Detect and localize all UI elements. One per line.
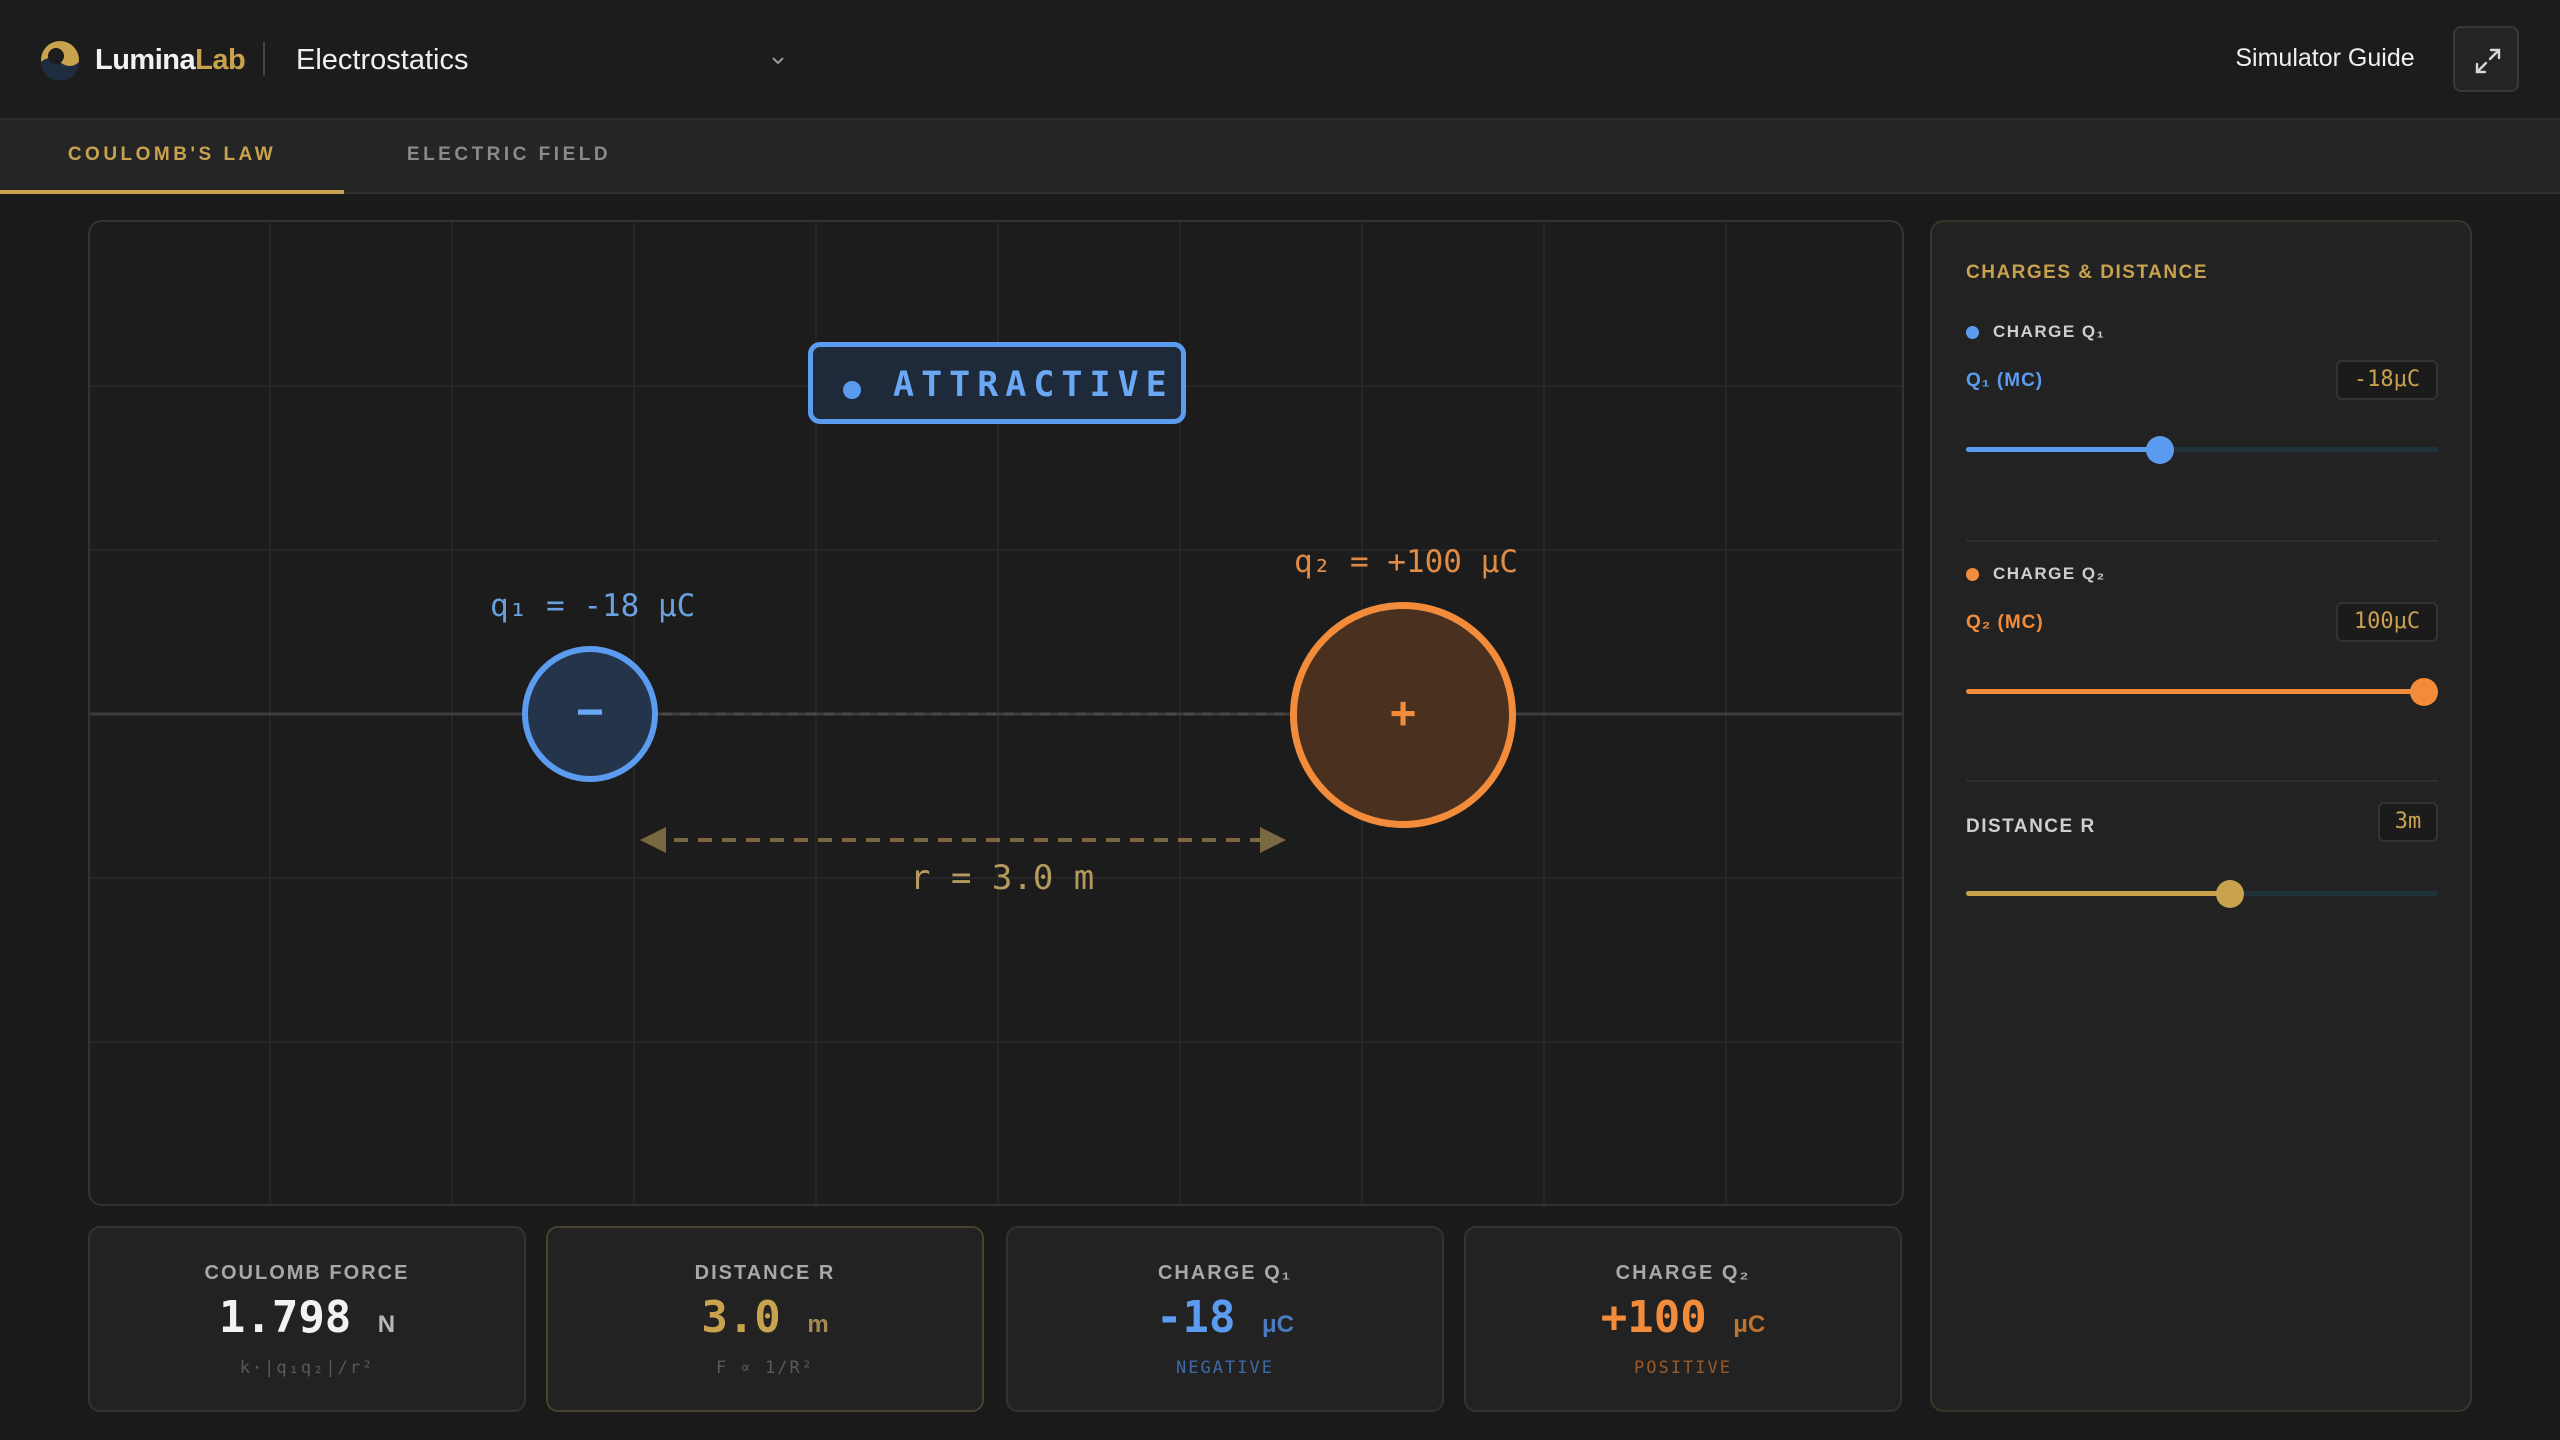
card-subtitle: POSITIVE <box>1634 1358 1732 1378</box>
simulation-canvas[interactable]: ATTRACTIVE q₁ = -18 μC q₂ = +100 μC − + … <box>88 220 1904 1206</box>
brand-name[interactable]: LuminaLab <box>95 44 246 76</box>
q2-section-heading: CHARGE Q₂ <box>1966 564 2106 584</box>
q2-dot <box>1966 568 1979 582</box>
distance-slider[interactable] <box>1966 878 2438 908</box>
card-title: CHARGE Q₁ <box>1157 1262 1293 1284</box>
fullscreen-button[interactable] <box>2453 26 2519 92</box>
card-subtitle: F ∝ 1/R² <box>716 1358 814 1378</box>
badge-text: ATTRACTIVE <box>893 365 1174 405</box>
q1-slider[interactable] <box>1966 434 2438 464</box>
q1-section-heading: CHARGE Q₁ <box>1966 322 2105 342</box>
charge-q2-card: CHARGE Q₂ +100 μC POSITIVE <box>1464 1226 1902 1412</box>
q2-slider[interactable] <box>1966 676 2438 706</box>
charge-q1-card: CHARGE Q₁ -18 μC NEGATIVE <box>1006 1226 1444 1412</box>
charge-q1[interactable]: − <box>522 646 658 782</box>
interaction-badge: ATTRACTIVE <box>808 342 1186 424</box>
card-title: DISTANCE R <box>694 1262 836 1284</box>
slider-thumb[interactable] <box>2410 678 2438 706</box>
card-subtitle: k·|q₁q₂|/r² <box>239 1358 375 1378</box>
logo-icon <box>41 41 79 80</box>
controls-panel: CHARGES & DISTANCE CHARGE Q₁ Q₁ (MC) -18… <box>1930 220 2472 1412</box>
coulomb-force-card: COULOMB FORCE 1.798 N k·|q₁q₂|/r² <box>88 1226 526 1412</box>
slider-track <box>1966 447 2438 452</box>
tab-coulombs-law[interactable]: COULOMB'S LAW <box>0 120 344 194</box>
card-subtitle: NEGATIVE <box>1176 1358 1274 1378</box>
q2-field-label: Q₂ (MC) <box>1966 612 2044 633</box>
q2-value-input[interactable]: 100μC <box>2336 602 2438 642</box>
q1-field-label: Q₁ (MC) <box>1966 370 2044 391</box>
minus-icon: − <box>575 686 605 739</box>
expand-icon <box>2475 48 2501 74</box>
panel-title: CHARGES & DISTANCE <box>1966 262 2208 283</box>
badge-dot <box>843 381 861 399</box>
plus-icon: + <box>1389 687 1417 739</box>
card-value: +100 μC <box>1600 1292 1766 1343</box>
distance-label: r = 3.0 m <box>910 858 1095 898</box>
slider-fill <box>1966 447 2160 452</box>
tab-bar: COULOMB'S LAW ELECTRIC FIELD <box>0 120 2560 194</box>
q1-value-input[interactable]: -18μC <box>2336 360 2438 400</box>
slider-fill <box>1966 689 2438 694</box>
q1-dot <box>1966 326 1979 340</box>
divider <box>1966 540 2438 542</box>
q1-label: q₁ = -18 μC <box>490 588 696 624</box>
simulator-guide-button[interactable]: Simulator Guide <box>2235 44 2415 72</box>
distance-card: DISTANCE R 3.0 m F ∝ 1/R² <box>546 1226 984 1412</box>
card-title: CHARGE Q₂ <box>1615 1262 1751 1284</box>
app-header: LuminaLab Electrostatics Simulator Guide <box>0 0 2560 120</box>
charge-q2[interactable]: + <box>1290 602 1516 828</box>
card-title: COULOMB FORCE <box>204 1262 410 1284</box>
card-value: -18 μC <box>1156 1292 1294 1343</box>
divider <box>1966 780 2438 782</box>
card-value: 1.798 N <box>218 1292 396 1343</box>
slider-thumb[interactable] <box>2216 880 2245 908</box>
distance-value-input[interactable]: 3m <box>2378 802 2438 842</box>
q2-label: q₂ = +100 μC <box>1294 544 1518 580</box>
chevron-down-icon <box>772 57 784 65</box>
module-select[interactable]: Electrostatics <box>296 42 796 78</box>
distance-arrow <box>640 827 1286 853</box>
slider-fill <box>1966 891 2231 896</box>
tab-electric-field[interactable]: ELECTRIC FIELD <box>406 144 612 165</box>
card-value: 3.0 m <box>701 1292 829 1343</box>
header-divider <box>263 42 265 76</box>
module-label: Electrostatics <box>296 44 469 76</box>
distance-section-heading: DISTANCE R <box>1966 816 2096 837</box>
slider-thumb[interactable] <box>2145 436 2174 464</box>
